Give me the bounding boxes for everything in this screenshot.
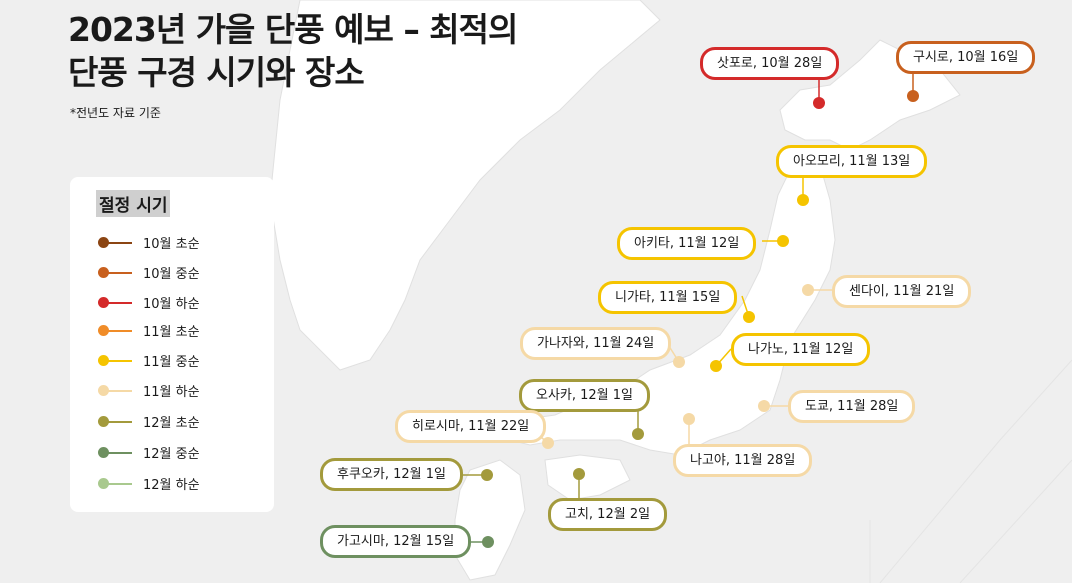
legend-label: 10월 초순 (143, 237, 200, 252)
place-label-sapporo: 삿포로, 10월 28일 (700, 47, 840, 80)
legend-label: 12월 중순 (143, 447, 200, 462)
place-marker (573, 468, 585, 480)
page-title-line2: 단풍 구경 시기와 장소 (68, 53, 365, 92)
place-label-akita: 아키타, 11월 12일 (617, 227, 757, 260)
legend-label: 12월 하순 (143, 478, 200, 493)
place-marker (743, 311, 755, 323)
place-label-hiroshima: 히로시마, 11월 22일 (395, 410, 547, 443)
place-marker (797, 194, 809, 206)
place-marker (542, 437, 554, 449)
place-label-kochi: 고치, 12월 2일 (548, 498, 668, 531)
legend-label: 11월 초순 (143, 325, 200, 340)
place-label-fukuoka: 후쿠오카, 12월 1일 (320, 458, 463, 491)
place-marker (907, 90, 919, 102)
page-title-line1: 2023년 가을 단풍 예보 – 최적의 (68, 10, 518, 49)
place-label-osaka: 오사카, 12월 1일 (519, 379, 651, 412)
place-label-aomori: 아오모리, 11월 13일 (776, 145, 928, 178)
page-title: 2023년 가을 단풍 예보 – 최적의 단풍 구경 시기와 장소 (68, 8, 518, 94)
place-marker (481, 469, 493, 481)
place-label-nagoya: 나고야, 11월 28일 (673, 444, 813, 477)
place-marker (482, 536, 494, 548)
place-marker (777, 235, 789, 247)
place-label-kagoshima: 가고시마, 12월 15일 (320, 525, 472, 558)
place-label-sendai: 센다이, 11월 21일 (832, 275, 972, 308)
legend-panel: 절정 시기 10월 초순 10월 중순 10월 하순 11월 초순 11월 중순… (70, 177, 274, 512)
legend-title: 절정 시기 (96, 190, 171, 217)
legend-label: 10월 하순 (143, 297, 200, 312)
place-marker (758, 400, 770, 412)
place-label-tokyo: 도쿄, 11월 28일 (788, 390, 916, 423)
legend-label: 11월 하순 (143, 385, 200, 400)
place-label-kushiro: 구시로, 10월 16일 (896, 41, 1036, 74)
shikoku-landmass (544, 454, 631, 501)
place-marker (683, 413, 695, 425)
legend-label: 10월 중순 (143, 267, 200, 282)
place-label-kanazawa: 가나자와, 11월 24일 (520, 327, 672, 360)
place-label-nagano: 나가노, 11월 12일 (731, 333, 871, 366)
mainland-landmass (269, 0, 661, 371)
place-marker (802, 284, 814, 296)
source-note: *전년도 자료 기준 (70, 106, 161, 120)
kyushu-landmass (454, 459, 526, 581)
place-marker (813, 97, 825, 109)
honshu-landmass (509, 159, 836, 456)
place-label-niigata: 니가타, 11월 15일 (598, 281, 738, 314)
place-marker (632, 428, 644, 440)
place-marker (673, 356, 685, 368)
legend-label: 12월 초순 (143, 416, 200, 431)
legend-label: 11월 중순 (143, 355, 200, 370)
place-marker (710, 360, 722, 372)
